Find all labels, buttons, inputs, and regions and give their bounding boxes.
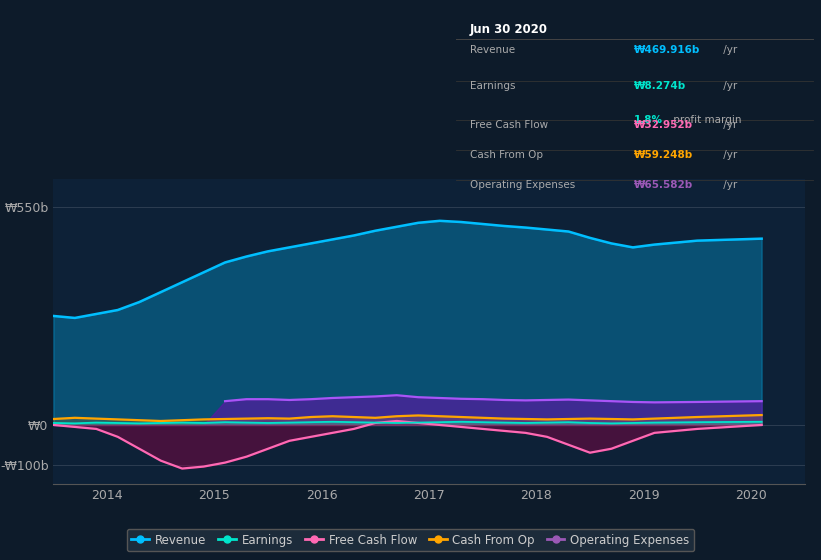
Text: profit margin: profit margin xyxy=(670,115,741,125)
Legend: Revenue, Earnings, Free Cash Flow, Cash From Op, Operating Expenses: Revenue, Earnings, Free Cash Flow, Cash … xyxy=(126,529,695,551)
Text: /yr: /yr xyxy=(720,45,737,55)
Text: Operating Expenses: Operating Expenses xyxy=(470,180,576,190)
Text: /yr: /yr xyxy=(720,120,737,130)
Text: /yr: /yr xyxy=(720,81,737,91)
Text: ₩469.916b: ₩469.916b xyxy=(635,45,700,55)
Text: /yr: /yr xyxy=(720,150,737,160)
Text: Earnings: Earnings xyxy=(470,81,516,91)
Text: 1.8%: 1.8% xyxy=(635,115,663,125)
Text: ₩8.274b: ₩8.274b xyxy=(635,81,686,91)
Text: Free Cash Flow: Free Cash Flow xyxy=(470,120,548,130)
Text: /yr: /yr xyxy=(720,180,737,190)
Text: ₩59.248b: ₩59.248b xyxy=(635,150,694,160)
Text: ₩32.952b: ₩32.952b xyxy=(635,120,694,130)
Text: Cash From Op: Cash From Op xyxy=(470,150,543,160)
Text: Revenue: Revenue xyxy=(470,45,515,55)
Text: ₩65.582b: ₩65.582b xyxy=(635,180,694,190)
Text: Jun 30 2020: Jun 30 2020 xyxy=(470,23,548,36)
